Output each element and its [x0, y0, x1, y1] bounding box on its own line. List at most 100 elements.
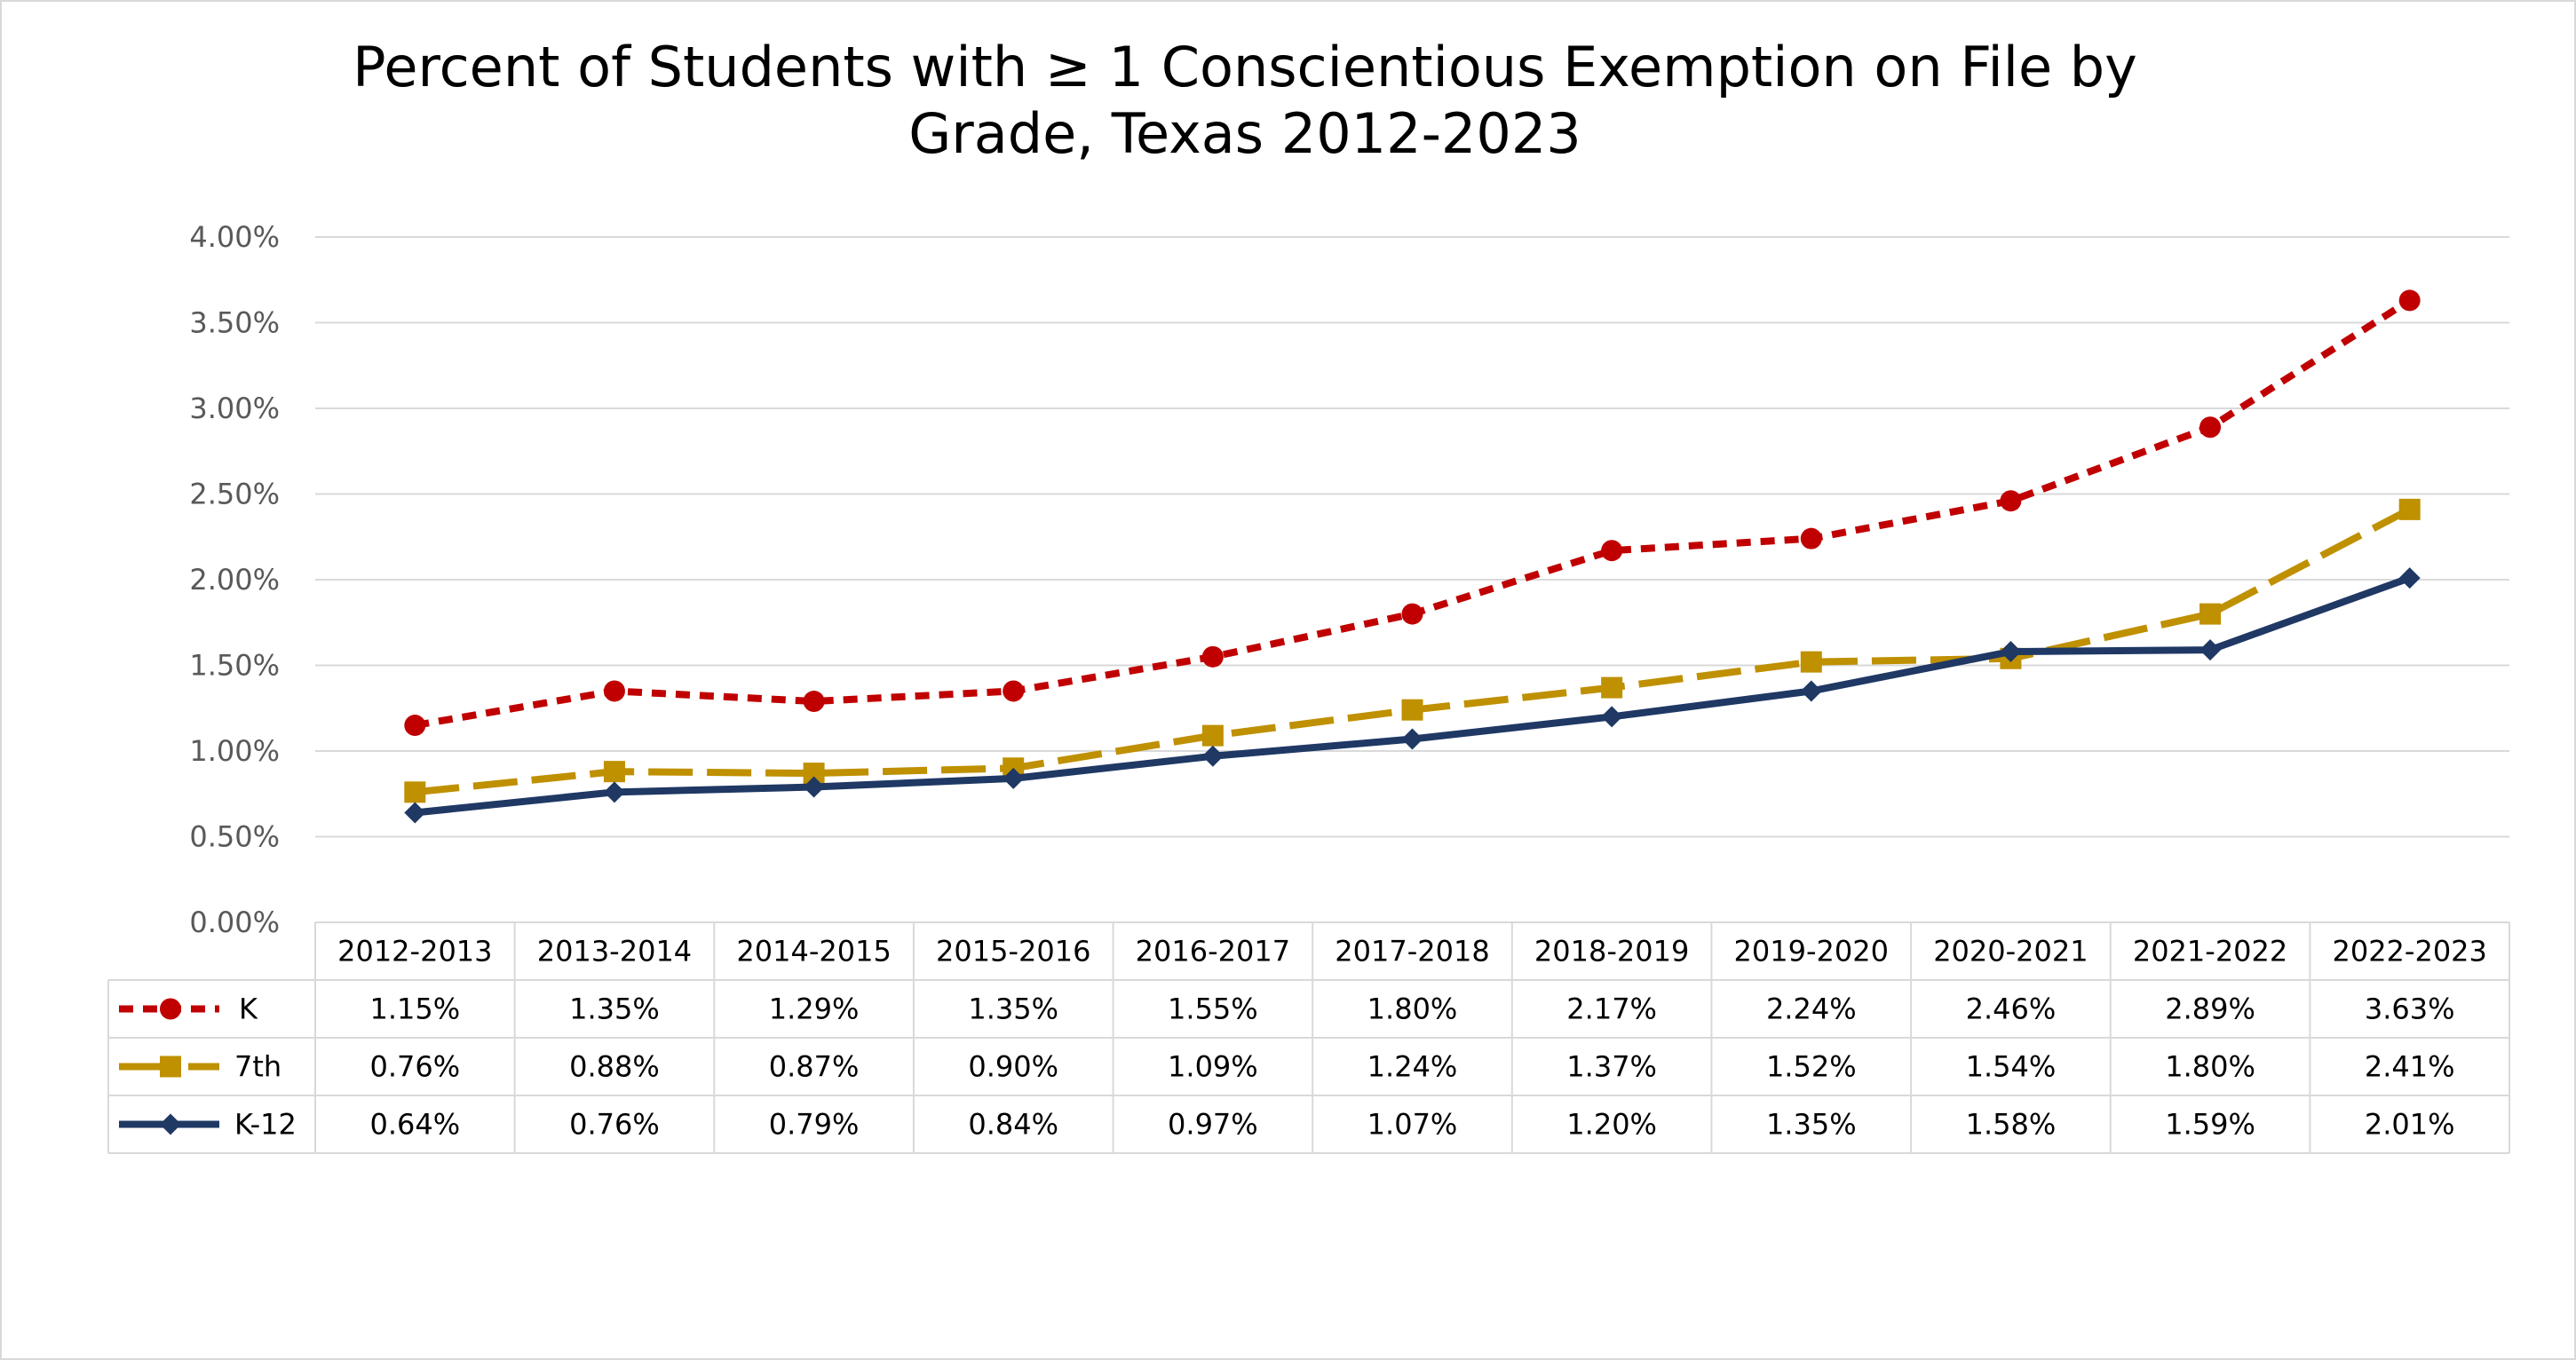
data-point-k-12	[1201, 745, 1224, 767]
data-point-k-12	[2000, 641, 2022, 663]
data-point-k	[2000, 490, 2022, 512]
data-table-cell: 0.79%	[769, 1108, 860, 1142]
data-table-cell: 1.35%	[569, 992, 660, 1026]
data-point-k-12	[1601, 706, 1623, 728]
series-k-12	[404, 567, 2421, 824]
data-table-cell: 1.80%	[1367, 992, 1458, 1026]
gridlines	[315, 236, 2509, 838]
data-table-cell: 2.89%	[2165, 992, 2255, 1026]
data-point-7th	[1800, 651, 1822, 673]
data-table-cell: 1.55%	[1168, 992, 1258, 1026]
data-table-cell: 1.29%	[769, 992, 860, 1026]
data-point-k	[1800, 527, 1822, 550]
y-tick-label: 3.00%	[189, 391, 280, 425]
data-point-k	[1201, 645, 1224, 668]
data-point-k-12	[1800, 680, 1822, 702]
y-tick-label: 2.50%	[189, 478, 280, 511]
series-lines	[404, 289, 2421, 824]
data-table-cell: 0.64%	[369, 1108, 460, 1142]
data-table-cell: 0.76%	[569, 1108, 660, 1142]
data-point-k	[803, 691, 825, 713]
x-category-label: 2013-2014	[537, 935, 692, 969]
y-tick-label: 4.00%	[189, 220, 280, 254]
data-point-7th	[404, 781, 426, 803]
data-table-cell: 1.07%	[1367, 1108, 1458, 1142]
data-point-7th	[1401, 699, 1423, 721]
data-point-7th	[1601, 676, 1623, 699]
data-table-cell: 2.17%	[1566, 992, 1657, 1026]
data-point-k-12	[404, 802, 426, 824]
y-tick-label: 2.00%	[189, 563, 280, 597]
x-category-label: 2018-2019	[1534, 935, 1689, 969]
data-table-cell: 0.84%	[968, 1108, 1058, 1142]
data-table: 2012-2013 2013-2014 2014-2015 2015-2016 2016…	[107, 921, 2510, 1154]
data-table-cell: 2.24%	[1766, 992, 1857, 1026]
data-point-k-12	[2200, 639, 2222, 661]
x-category-label: 2022-2023	[2332, 935, 2486, 969]
data-point-k	[2398, 289, 2421, 312]
data-table-cell: 0.88%	[569, 1050, 660, 1084]
data-point-k-12	[1401, 728, 1423, 750]
legend-label: K-12	[234, 1108, 297, 1142]
legend-key-7th	[119, 1056, 219, 1078]
data-point-k	[603, 680, 625, 702]
data-table-cell: 1.15%	[369, 992, 460, 1026]
data-point-k	[1401, 603, 1423, 625]
data-table-cell: 1.35%	[1766, 1108, 1857, 1142]
data-point-k	[2200, 416, 2222, 439]
data-point-7th	[1201, 724, 1224, 747]
y-tick-label: 3.50%	[189, 306, 280, 340]
x-category-label: 2015-2016	[936, 935, 1090, 969]
data-point-k-12	[1003, 767, 1025, 789]
legend-label: 7th	[234, 1050, 281, 1084]
y-tick-label: 0.50%	[189, 820, 280, 854]
data-table-cell: 1.52%	[1766, 1050, 1857, 1084]
y-tick-label: 0.00%	[189, 905, 280, 939]
data-table-cell: 3.63%	[2365, 992, 2455, 1026]
legend-key-k-12	[119, 1113, 219, 1135]
data-table-cell: 1.20%	[1566, 1108, 1657, 1142]
data-point-7th	[603, 761, 625, 783]
data-point-k	[1601, 540, 1623, 562]
data-table-cell: 1.80%	[2165, 1050, 2255, 1084]
y-tick-label: 1.50%	[189, 649, 280, 683]
legend-marker	[160, 1113, 181, 1135]
data-point-k-12	[2398, 567, 2421, 589]
x-category-label: 2016-2017	[1136, 935, 1290, 969]
x-category-label: 2020-2021	[1933, 935, 2088, 969]
x-category-label: 2012-2013	[337, 935, 492, 969]
x-category-label: 2019-2020	[1734, 935, 1889, 969]
data-point-7th	[2200, 603, 2222, 625]
series-k	[404, 289, 2421, 737]
data-point-k-12	[803, 776, 825, 798]
legend-key-k	[119, 998, 219, 1020]
data-table-cell: 0.90%	[968, 1050, 1058, 1084]
data-point-k	[404, 715, 426, 737]
data-table-cell: 2.01%	[2365, 1108, 2455, 1142]
data-table-cell: 1.09%	[1168, 1050, 1258, 1084]
data-table-cell: 1.24%	[1367, 1050, 1458, 1084]
data-table-cell: 1.58%	[1966, 1108, 2057, 1142]
y-axis-tick-labels: 0.00% 0.50% 1.00% 1.50% 2.00% 2.50% 3.00% 3.50%…	[189, 220, 280, 939]
data-table-cell: 2.46%	[1966, 992, 2057, 1026]
x-category-label: 2021-2022	[2133, 935, 2287, 969]
data-table-cell: 0.97%	[1168, 1108, 1258, 1142]
data-table-cell: 1.37%	[1566, 1050, 1657, 1084]
data-table-cell: 0.76%	[369, 1050, 460, 1084]
chart-title-line-1: Percent of Students with ≥ 1 Conscientio…	[353, 35, 2137, 99]
series-line-k	[414, 297, 2412, 729]
data-table-cell: 2.41%	[2365, 1050, 2455, 1084]
y-tick-label: 1.00%	[189, 734, 280, 768]
x-category-label: 2014-2015	[736, 935, 891, 969]
data-table-cell: 1.35%	[968, 992, 1058, 1026]
legend-label: K	[239, 992, 258, 1026]
chart-title-line-2: Grade, Texas 2012-2023	[908, 101, 1581, 166]
data-point-k	[1003, 680, 1025, 702]
data-point-7th	[2398, 498, 2421, 520]
legend-marker	[160, 1056, 181, 1078]
data-table-cell: 0.87%	[769, 1050, 860, 1084]
data-point-k-12	[603, 781, 625, 803]
data-table-cell: 1.59%	[2165, 1108, 2255, 1142]
